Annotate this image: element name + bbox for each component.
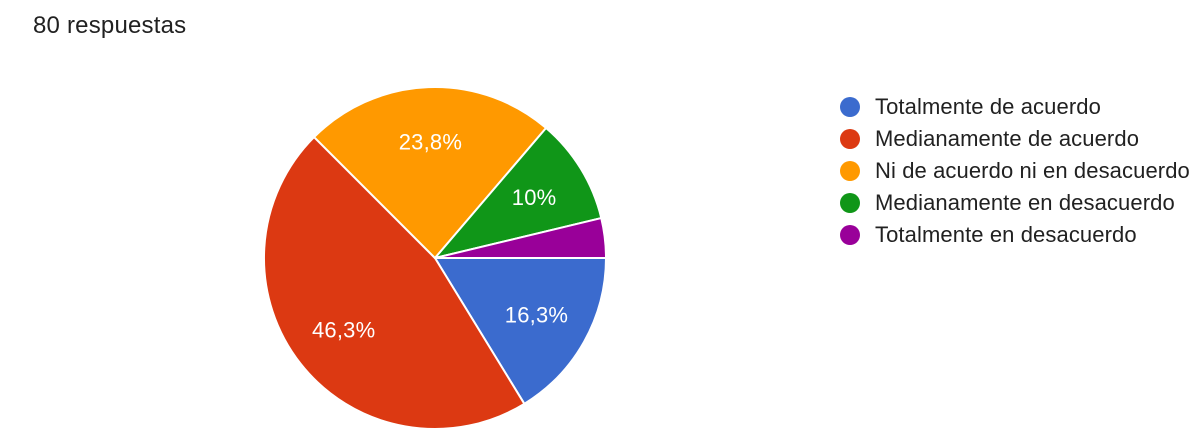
legend-label: Totalmente de acuerdo bbox=[875, 94, 1101, 119]
pie-slice-label-totalmente-de-acuerdo: 16,3% bbox=[505, 303, 568, 328]
legend-item-totalmente-en-desacuerdo: Totalmente en desacuerdo bbox=[840, 219, 1190, 251]
legend-color-dot bbox=[840, 193, 860, 213]
pie-slice-label-medianamente-en-desacuerdo: 10% bbox=[512, 185, 557, 210]
legend-label: Medianamente en desacuerdo bbox=[875, 190, 1175, 215]
legend-color-dot bbox=[840, 161, 860, 181]
legend-label: Medianamente de acuerdo bbox=[875, 126, 1140, 151]
legend-item-ni-de-acuerdo-ni-en-desacuerdo: Ni de acuerdo ni en desacuerdo bbox=[840, 155, 1190, 187]
legend-item-medianamente-de-acuerdo: Medianamente de acuerdo bbox=[840, 123, 1190, 155]
pie-slice-medianamente-en-desacuerdo bbox=[434, 126, 603, 259]
pie-slice-ni-de-acuerdo-ni-en-desacuerdo bbox=[313, 86, 548, 259]
responses-count: 80 respuestas bbox=[33, 12, 187, 39]
pie-slice-label-ni-de-acuerdo-ni-en-desacuerdo: 23,8% bbox=[399, 130, 462, 155]
pie-slice-totalmente-en-desacuerdo bbox=[434, 217, 608, 259]
legend-label: Totalmente en desacuerdo bbox=[875, 222, 1137, 247]
chart-legend: Totalmente de acuerdo Medianamente de acu… bbox=[840, 91, 1190, 251]
legend-item-medianamente-en-desacuerdo: Medianamente en desacuerdo bbox=[840, 187, 1190, 219]
legend-color-dot bbox=[840, 225, 860, 245]
legend-item-totalmente-de-acuerdo: Totalmente de acuerdo bbox=[840, 91, 1190, 123]
pie-slice-label-medianamente-de-acuerdo: 46,3% bbox=[312, 318, 375, 343]
legend-label: Ni de acuerdo ni en desacuerdo bbox=[875, 158, 1190, 183]
pie-slice-medianamente-de-acuerdo bbox=[263, 136, 526, 430]
pie-slice-totalmente-de-acuerdo bbox=[434, 257, 607, 405]
legend-color-dot bbox=[840, 97, 860, 117]
legend-color-dot bbox=[840, 129, 860, 149]
